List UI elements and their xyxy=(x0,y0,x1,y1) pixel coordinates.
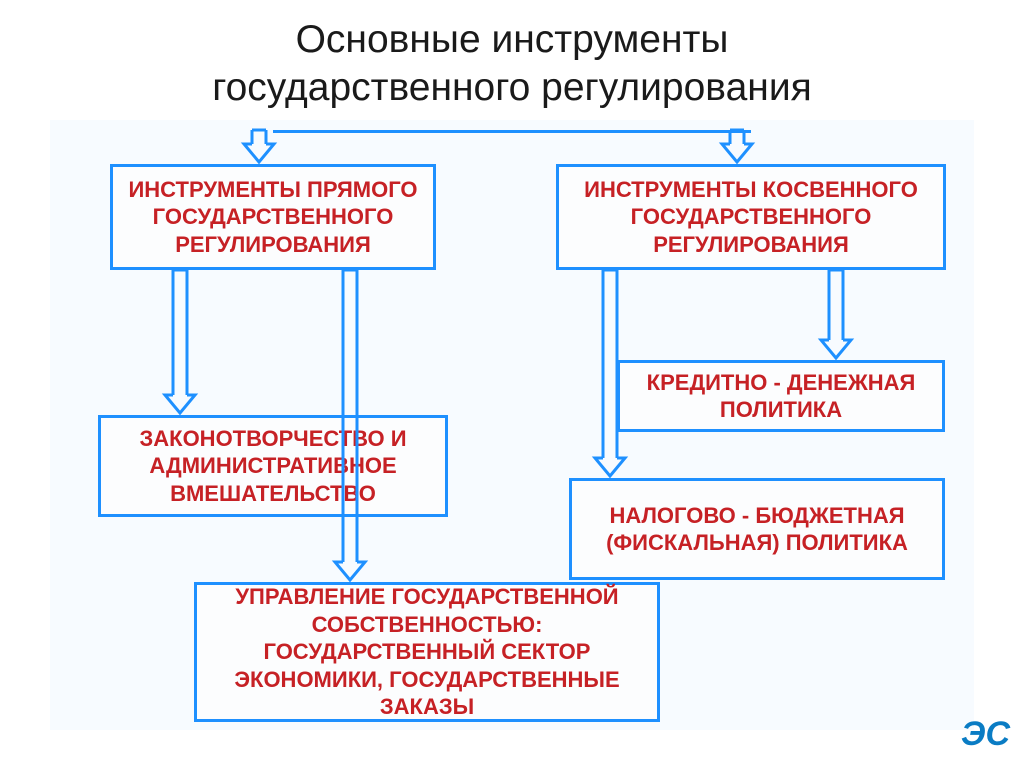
page-title-line2: государственного регулирования xyxy=(0,66,1024,110)
arrow-0 xyxy=(240,128,278,166)
arrow-3 xyxy=(331,268,369,584)
top-connector-line xyxy=(273,130,751,133)
box-direct-instruments: ИНСТРУМЕНТЫ ПРЯМОГО ГОСУДАРСТВЕННОГО РЕГ… xyxy=(110,164,436,270)
logo-fragment: ЭС xyxy=(961,715,1010,754)
box-property-label: УПРАВЛЕНИЕ ГОСУДАРСТВЕННОЙ СОБСТВЕННОСТЬ… xyxy=(205,583,649,721)
box-law-label: ЗАКОНОТВОРЧЕСТВО И АДМИНИСТРАТИВНОЕ ВМЕШ… xyxy=(109,425,437,508)
box-indirect-instruments: ИНСТРУМЕНТЫ КОСВЕННОГО ГОСУДАРСТВЕННОГО … xyxy=(556,164,946,270)
box-indirect-label: ИНСТРУМЕНТЫ КОСВЕННОГО ГОСУДАРСТВЕННОГО … xyxy=(567,176,935,259)
arrow-4 xyxy=(817,268,855,362)
box-lawmaking: ЗАКОНОТВОРЧЕСТВО И АДМИНИСТРАТИВНОЕ ВМЕШ… xyxy=(98,415,448,517)
box-monetary-policy: КРЕДИТНО - ДЕНЕЖНАЯ ПОЛИТИКА xyxy=(617,360,945,432)
arrow-5 xyxy=(591,268,629,480)
box-fiscal-policy: НАЛОГОВО - БЮДЖЕТНАЯ (ФИСКАЛЬНАЯ) ПОЛИТИ… xyxy=(569,478,945,580)
box-credit-label: КРЕДИТНО - ДЕНЕЖНАЯ ПОЛИТИКА xyxy=(628,369,934,424)
box-state-property: УПРАВЛЕНИЕ ГОСУДАРСТВЕННОЙ СОБСТВЕННОСТЬ… xyxy=(194,582,660,722)
arrow-2 xyxy=(161,268,199,417)
box-tax-label: НАЛОГОВО - БЮДЖЕТНАЯ (ФИСКАЛЬНАЯ) ПОЛИТИ… xyxy=(580,502,934,557)
arrow-1 xyxy=(718,128,756,166)
box-direct-label: ИНСТРУМЕНТЫ ПРЯМОГО ГОСУДАРСТВЕННОГО РЕГ… xyxy=(121,176,425,259)
page-title-line1: Основные инструменты xyxy=(0,18,1024,62)
